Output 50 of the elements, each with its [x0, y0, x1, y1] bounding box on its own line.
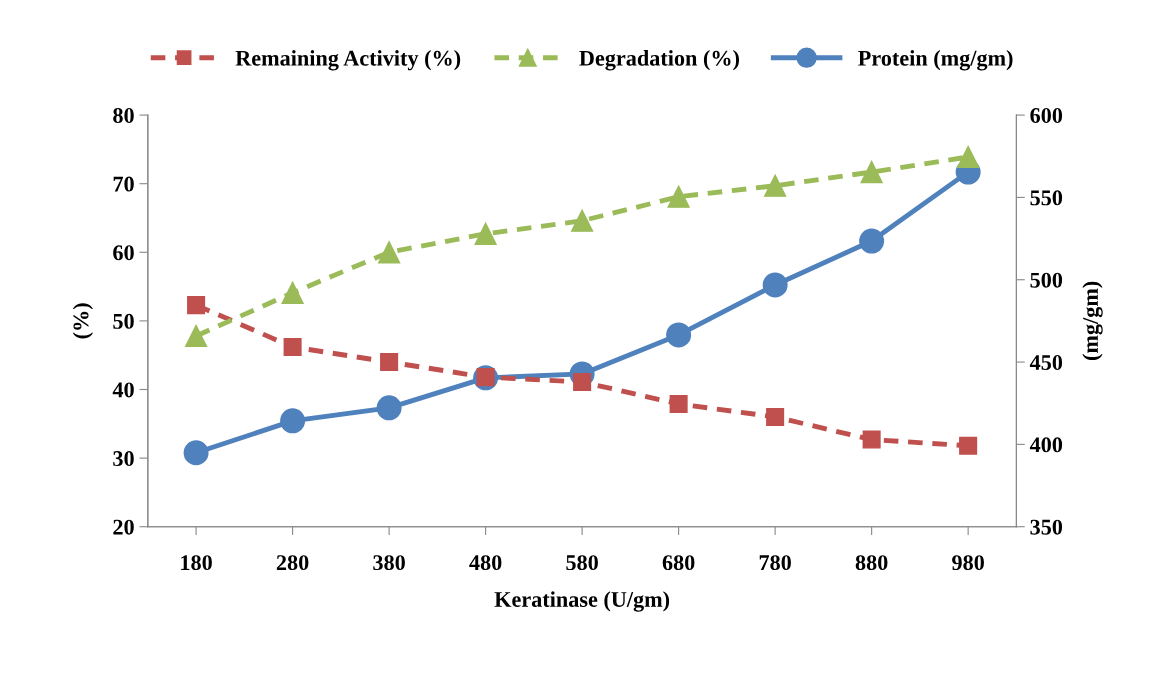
y-tick-label: 30: [113, 451, 134, 467]
point: [377, 241, 401, 264]
y2-tick-label: 600: [1030, 108, 1063, 124]
y-tick-label: 50: [113, 313, 134, 329]
point: [764, 174, 787, 197]
point: [571, 209, 594, 232]
point: [669, 394, 688, 413]
point: [957, 145, 980, 169]
y-tick-label: 80: [113, 108, 134, 124]
x-tick-label: 980: [952, 555, 984, 571]
y2-tick-label: 500: [1030, 272, 1063, 288]
legend-label: Protein (mg/gm): [858, 50, 1013, 71]
legend-label: Degradation (%): [579, 50, 739, 71]
point: [187, 296, 206, 315]
x-axis-title: Keratinase (U/gm): [494, 591, 670, 612]
x-tick-label: 180: [181, 555, 212, 571]
point: [281, 281, 304, 304]
y-axis-title: (%): [72, 303, 93, 339]
y2-tick-label: 450: [1029, 354, 1063, 370]
point: [183, 440, 209, 466]
x-tick-label: 680: [662, 555, 695, 571]
y2-tick-label: 350: [1030, 519, 1063, 535]
y2-tick-label: 400: [1029, 437, 1063, 453]
point: [380, 353, 399, 372]
point: [280, 408, 306, 434]
y-tick-label: 60: [113, 245, 134, 261]
y-tick-label: 40: [112, 382, 134, 398]
point: [376, 395, 402, 421]
point: [766, 407, 785, 426]
y-tick-label: 70: [113, 176, 134, 192]
point: [859, 228, 885, 254]
x-tick-label: 480: [469, 555, 502, 571]
point: [667, 185, 690, 208]
x-tick-label: 380: [373, 555, 405, 571]
point: [666, 322, 692, 348]
y2-axis-title: (mg/gm): [1082, 281, 1103, 361]
x-tick-label: 880: [855, 555, 888, 571]
point: [959, 436, 978, 455]
legend-label: Remaining Activity (%): [235, 50, 461, 71]
y-tick-label: 20: [113, 519, 134, 535]
x-tick-label: 580: [566, 555, 598, 571]
x-tick-label: 780: [759, 555, 791, 571]
y2-tick-label: 550: [1030, 190, 1063, 206]
point: [184, 324, 208, 348]
x-tick-label: 280: [276, 555, 309, 571]
point: [474, 222, 497, 245]
point: [862, 430, 881, 449]
point: [283, 337, 302, 356]
point: [762, 272, 788, 298]
point: [860, 160, 883, 184]
